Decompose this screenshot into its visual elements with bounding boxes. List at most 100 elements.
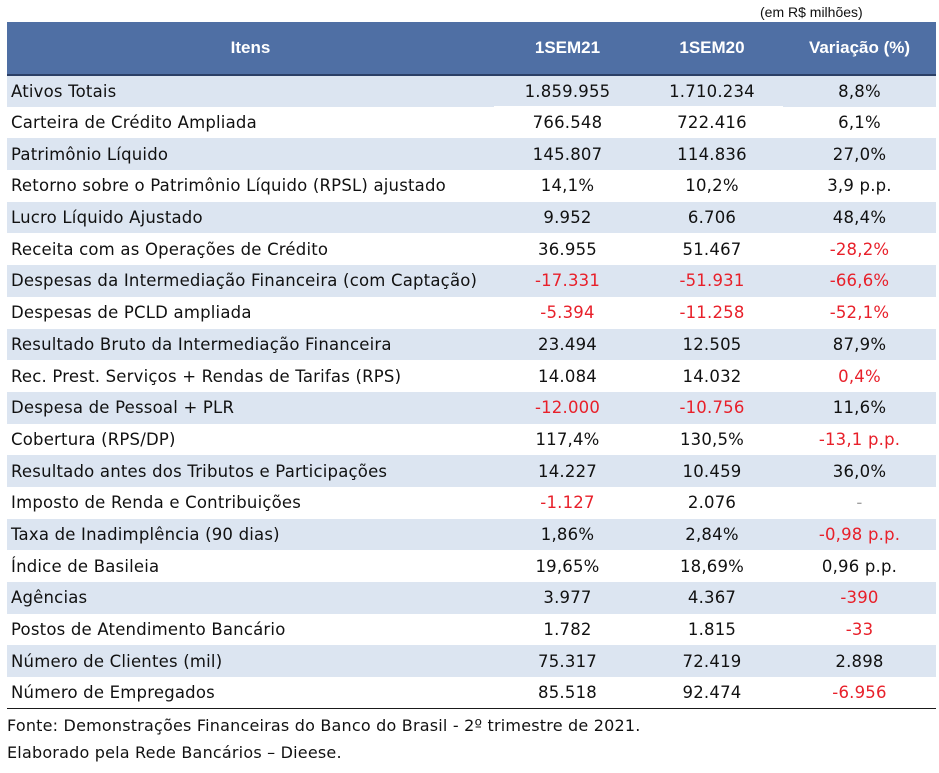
table-header-row: Itens 1SEM21 1SEM20 Variação (%) xyxy=(7,22,936,76)
value-variacao: 27,0% xyxy=(783,138,936,171)
table-row: Índice de Basileia 19,65% 18,69% 0,96 p.p. xyxy=(7,550,936,582)
table-row: Patrimônio Líquido 145.807 114.836 27,0% xyxy=(7,138,936,171)
value-1sem20: 12.505 xyxy=(641,328,783,361)
header-1sem21: 1SEM21 xyxy=(494,22,641,76)
units-note: (em R$ milhões) xyxy=(760,4,863,20)
table-row: Cobertura (RPS/DP) 117,4% 130,5% -13,1 p.p. xyxy=(7,423,936,456)
table-row: Despesas de PCLD ampliada -5.394 -11.258 -5… xyxy=(7,296,936,329)
value-1sem21: 1.859.955 xyxy=(494,74,641,108)
value-1sem20: 18,69% xyxy=(641,550,783,582)
header-1sem20: 1SEM20 xyxy=(641,22,783,76)
value-1sem20: 92.474 xyxy=(641,677,783,710)
row-label: Número de Empregados xyxy=(7,677,494,710)
value-1sem20: 2,84% xyxy=(641,518,783,551)
value-1sem20: -11.258 xyxy=(641,296,783,329)
header-itens: Itens xyxy=(7,22,494,76)
value-variacao: -0,98 p.p. xyxy=(783,518,936,551)
value-1sem20: 10.459 xyxy=(641,455,783,487)
value-variacao: 3,9 p.p. xyxy=(783,170,936,202)
value-1sem20: 72.419 xyxy=(641,645,783,678)
row-label: Índice de Basileia xyxy=(7,550,494,582)
table-row: Retorno sobre o Patrimônio Líquido (RPSL… xyxy=(7,170,936,202)
table-body: Ativos Totais 1.859.955 1.710.234 8,8% Carte… xyxy=(7,74,936,710)
value-1sem21: -1.127 xyxy=(494,486,641,519)
row-label: Imposto de Renda e Contribuições xyxy=(7,486,494,519)
row-label: Receita com as Operações de Crédito xyxy=(7,233,494,266)
value-1sem21: 14.084 xyxy=(494,360,641,392)
value-1sem21: 23.494 xyxy=(494,328,641,361)
value-1sem21: 85.518 xyxy=(494,677,641,710)
value-1sem21: 145.807 xyxy=(494,138,641,171)
value-1sem21: 75.317 xyxy=(494,645,641,678)
value-1sem21: 19,65% xyxy=(494,550,641,582)
value-variacao: 8,8% xyxy=(783,74,936,107)
row-label: Rec. Prest. Serviços + Rendas de Tarifas… xyxy=(7,360,494,392)
row-label: Patrimônio Líquido xyxy=(7,138,494,171)
value-1sem20: 130,5% xyxy=(641,423,783,456)
value-1sem20: 722.416 xyxy=(641,106,783,139)
table-row: Despesas da Intermediação Financeira (co… xyxy=(7,265,936,297)
value-1sem21: 9.952 xyxy=(494,201,641,234)
row-label: Resultado Bruto da Intermediação Finance… xyxy=(7,328,494,361)
value-variacao: 87,9% xyxy=(783,328,936,361)
value-1sem20: 114.836 xyxy=(641,138,783,171)
row-label: Taxa de Inadimplência (90 dias) xyxy=(7,518,494,551)
value-1sem20: 1.710.234 xyxy=(641,74,783,108)
value-1sem20: 4.367 xyxy=(641,582,783,614)
value-1sem21: 3.977 xyxy=(494,582,641,614)
value-1sem21: 117,4% xyxy=(494,423,641,456)
value-1sem20: 14.032 xyxy=(641,360,783,392)
value-1sem21: 36.955 xyxy=(494,233,641,266)
value-variacao: 0,96 p.p. xyxy=(783,550,936,582)
credit-note: Elaborado pela Rede Bancários – Dieese. xyxy=(7,743,342,762)
value-1sem20: 10,2% xyxy=(641,170,783,202)
value-1sem21: 14.227 xyxy=(494,455,641,487)
table-row: Número de Empregados 85.518 92.474 -6.956 xyxy=(7,677,936,710)
value-variacao: 11,6% xyxy=(783,391,936,424)
financial-indicators-table: Itens 1SEM21 1SEM20 Variação (%) Ativos … xyxy=(7,22,936,710)
value-variacao: - xyxy=(783,486,936,519)
value-variacao: 48,4% xyxy=(783,201,936,234)
table-row: Resultado antes dos Tributos e Participa… xyxy=(7,455,936,487)
row-label: Postos de Atendimento Bancário xyxy=(7,613,494,646)
value-1sem20: 51.467 xyxy=(641,233,783,266)
row-label: Agências xyxy=(7,582,494,614)
value-1sem20: 6.706 xyxy=(641,201,783,234)
row-label: Número de Clientes (mil) xyxy=(7,645,494,678)
value-1sem20: -10.756 xyxy=(641,391,783,424)
value-variacao: -52,1% xyxy=(783,296,936,329)
row-label: Lucro Líquido Ajustado xyxy=(7,201,494,234)
table-row: Despesa de Pessoal + PLR -12.000 -10.756 11… xyxy=(7,391,936,424)
table-row: Imposto de Renda e Contribuições -1.127 2.… xyxy=(7,486,936,519)
value-variacao: -28,2% xyxy=(783,233,936,266)
value-1sem21: -12.000 xyxy=(494,391,641,424)
source-note: Fonte: Demonstrações Financeiras do Banc… xyxy=(7,716,641,735)
header-variacao: Variação (%) xyxy=(783,22,936,76)
row-label: Cobertura (RPS/DP) xyxy=(7,423,494,456)
table-row: Resultado Bruto da Intermediação Finance… xyxy=(7,328,936,361)
value-1sem21: 1,86% xyxy=(494,518,641,551)
table-row: Ativos Totais 1.859.955 1.710.234 8,8% xyxy=(7,74,936,108)
value-variacao: -33 xyxy=(783,613,936,646)
value-1sem21: 14,1% xyxy=(494,170,641,202)
row-label: Despesa de Pessoal + PLR xyxy=(7,391,494,424)
value-1sem20: 2.076 xyxy=(641,486,783,519)
table-row: Número de Clientes (mil) 75.317 72.419 2.89… xyxy=(7,645,936,678)
value-variacao: -13,1 p.p. xyxy=(783,423,936,456)
table-row: Carteira de Crédito Ampliada 766.548 722.4… xyxy=(7,106,936,139)
row-label: Carteira de Crédito Ampliada xyxy=(7,106,494,139)
table-row: Taxa de Inadimplência (90 dias) 1,86% 2,84… xyxy=(7,518,936,551)
value-1sem20: 1.815 xyxy=(641,613,783,646)
value-variacao: 6,1% xyxy=(783,106,936,139)
value-variacao: -6.956 xyxy=(783,677,936,710)
value-1sem21: 1.782 xyxy=(494,613,641,646)
value-variacao: -66,6% xyxy=(783,265,936,297)
value-variacao: 0,4% xyxy=(783,360,936,392)
value-1sem21: -17.331 xyxy=(494,265,641,297)
table-row: Lucro Líquido Ajustado 9.952 6.706 48,4% xyxy=(7,201,936,234)
table-row: Rec. Prest. Serviços + Rendas de Tarifas… xyxy=(7,360,936,392)
row-label: Ativos Totais xyxy=(7,74,494,107)
table-row: Receita com as Operações de Crédito 36.95… xyxy=(7,233,936,266)
row-label: Retorno sobre o Patrimônio Líquido (RPSL… xyxy=(7,170,494,202)
value-variacao: -390 xyxy=(783,582,936,614)
